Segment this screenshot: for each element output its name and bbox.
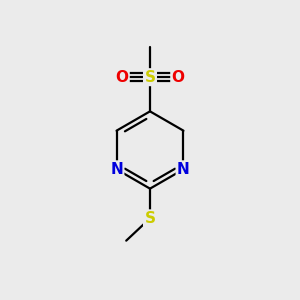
Text: N: N: [110, 162, 123, 177]
Text: S: S: [145, 70, 155, 85]
Text: O: O: [115, 70, 128, 85]
Text: O: O: [172, 70, 185, 85]
Text: S: S: [145, 211, 155, 226]
Text: N: N: [177, 162, 190, 177]
